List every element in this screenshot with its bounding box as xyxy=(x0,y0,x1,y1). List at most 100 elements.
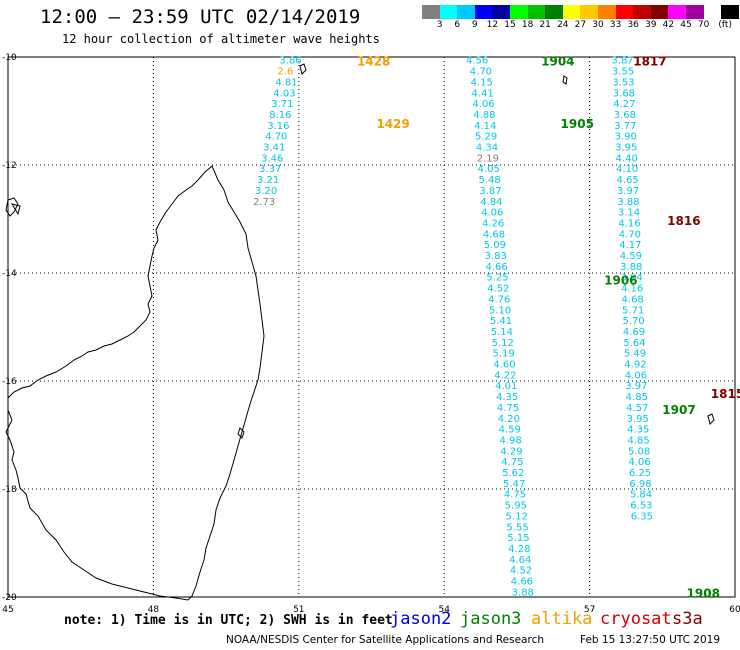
credit-line: NOAA/NESDIS Center for Satellite Applica… xyxy=(226,634,544,646)
pass-time-label: 1907 xyxy=(662,403,695,417)
wave-height-label: 3.97 xyxy=(625,381,647,392)
wave-height-label: 5.12 xyxy=(492,338,514,349)
wave-height-label: 3.83 xyxy=(485,251,507,262)
wave-height-label: 3.95 xyxy=(627,414,649,425)
y-tick-label: -12 xyxy=(2,161,17,171)
wave-height-label: 5.70 xyxy=(622,316,644,327)
wave-height-label: 3.77 xyxy=(614,121,636,132)
wave-height-label: 4.14 xyxy=(474,121,496,132)
wave-height-label: 4.59 xyxy=(620,251,642,262)
pass-time-label: 1906 xyxy=(604,273,637,287)
legend-label: 24 xyxy=(557,20,569,30)
legend-swatch xyxy=(545,5,563,19)
wave-height-label: 5.95 xyxy=(505,501,527,512)
pass-time-label: 1815 xyxy=(711,387,740,401)
legend-swatch xyxy=(650,5,669,19)
wave-height-label: 4.81 xyxy=(275,77,297,88)
wave-height-label: 4.56 xyxy=(466,56,488,67)
wave-height-label: 5.48 xyxy=(479,175,501,186)
wave-height-label: 3.16 xyxy=(267,121,289,132)
pass-labels: 1428 1429 1904 1905 1906 1907 1908 1817 1816 1815 xyxy=(357,55,740,601)
wave-height-label: 5.19 xyxy=(492,349,514,360)
legend-swatch xyxy=(685,5,704,19)
wave-height-label: 4.66 xyxy=(485,262,507,273)
wave-height-label: 4.06 xyxy=(472,99,494,110)
map-subtitle: 12 hour collection of altimeter wave hei… xyxy=(62,32,380,46)
legend-swatch xyxy=(597,5,616,19)
madagascar-coastline xyxy=(5,165,265,601)
wave-height-label: 4.41 xyxy=(472,88,494,99)
legend-label: 3 xyxy=(436,20,443,30)
wave-height-label: 5.62 xyxy=(502,468,524,479)
island-outline xyxy=(299,63,307,75)
wave-height-label: 4.84 xyxy=(480,197,502,208)
y-tick-label: -14 xyxy=(2,269,17,279)
wave-height-label: 3.71 xyxy=(271,99,293,110)
wave-height-label: 4.52 xyxy=(487,284,509,295)
satellite-legend-jason3: jason3 xyxy=(460,609,522,629)
wave-height-label: 5.09 xyxy=(484,240,506,251)
wave-height-label: 4.27 xyxy=(613,99,635,110)
wave-height-label: 4.03 xyxy=(273,88,295,99)
wave-height-label: 5.14 xyxy=(491,327,513,338)
wave-height-label: 4.52 xyxy=(510,566,532,577)
pass-time-label: 1905 xyxy=(561,117,594,131)
generated-timestamp: Feb 15 13:27:50 UTC 2019 xyxy=(580,634,720,646)
wave-height-label: 2.6 xyxy=(277,67,293,78)
wave-height-label: 4.10 xyxy=(616,164,638,175)
wave-height-label: 5.41 xyxy=(490,316,512,327)
legend-label: 6 xyxy=(454,20,461,30)
wave-height-label: 2.19 xyxy=(477,153,499,164)
wave-height-label: 4.65 xyxy=(616,175,638,186)
wave-height-label: 3.90 xyxy=(615,132,637,143)
wave-height-label: 6.35 xyxy=(631,511,653,522)
wave-height-label: 4.26 xyxy=(482,218,504,229)
coastline xyxy=(5,63,715,601)
legend-swatch xyxy=(439,5,458,19)
wave-height-label: 5.47 xyxy=(503,479,525,490)
y-tick-label: -18 xyxy=(2,485,17,495)
legend-swatch xyxy=(580,5,598,19)
x-tick-label: 45 xyxy=(2,605,13,615)
wave-height-label: 3.41 xyxy=(263,143,285,154)
pass-time-label: 1428 xyxy=(357,55,390,69)
wave-height-label: 3.68 xyxy=(614,110,636,121)
wave-height-label: 4.98 xyxy=(499,435,521,446)
legend-swatch xyxy=(457,5,475,19)
wave-height-label: 4.06 xyxy=(625,370,647,381)
wave-height-label: 4.28 xyxy=(508,544,530,555)
wave-height-label: 4.64 xyxy=(509,555,531,566)
wave-height-label: 3.87 xyxy=(479,186,501,197)
legend-label: 9 xyxy=(471,20,478,30)
wave-height-label: 3.14 xyxy=(618,208,640,219)
wave-height-label: 4.85 xyxy=(626,392,648,403)
pass-time-label: 1908 xyxy=(687,587,720,601)
legend-label: 27 xyxy=(574,20,587,30)
wave-height-label: 5.12 xyxy=(506,511,528,522)
wave-height-label: 3.95 xyxy=(615,143,637,154)
legend-swatch xyxy=(422,5,440,19)
satellite-legend-s3a: s3a xyxy=(672,609,703,629)
wave-height-label: 4.70 xyxy=(265,132,287,143)
legend-swatch xyxy=(668,5,686,19)
axis-tick-labels: 45 48 51 54 57 60 -10 -12 -14 -16 -18 -20 xyxy=(2,53,740,615)
legend-swatch xyxy=(492,5,510,19)
pass-time-label: 1817 xyxy=(633,55,666,69)
legend-swatch xyxy=(562,5,581,19)
x-tick-label: 48 xyxy=(148,605,160,615)
legend-label: 30 xyxy=(592,20,604,30)
wave-height-label: 3.68 xyxy=(613,88,635,99)
legend-label: 45 xyxy=(680,20,692,30)
wave-height-label: 4.16 xyxy=(621,284,643,295)
x-tick-label: 60 xyxy=(729,605,740,615)
legend-swatch xyxy=(474,5,493,19)
wave-height-label: 3.55 xyxy=(612,67,634,78)
legend-label: (ft) xyxy=(718,20,732,30)
wave-height-label: 2.73 xyxy=(253,197,275,208)
wave-height-label: 4.05 xyxy=(478,164,500,175)
wave-height-label: 5.15 xyxy=(507,533,529,544)
y-tick-label: -10 xyxy=(2,53,17,63)
wave-height-label: 4.92 xyxy=(624,360,646,371)
map-title: 12:00 – 23:59 UTC 02/14/2019 xyxy=(40,6,361,28)
wave-height-label: 3.94 xyxy=(621,273,643,284)
